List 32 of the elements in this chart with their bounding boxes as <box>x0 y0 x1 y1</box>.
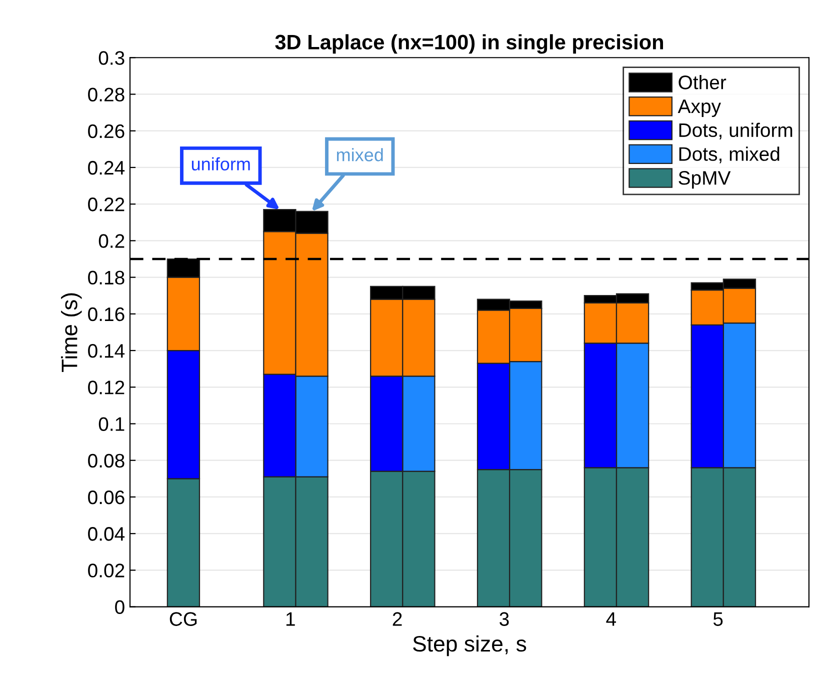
y-tick-label: 0.28 <box>88 88 124 102</box>
legend-label: Dots, mixed <box>679 146 780 164</box>
x-tick-label: 2 <box>392 612 402 626</box>
annotation: mixed <box>337 148 383 162</box>
y-tick-label: 0.12 <box>88 380 124 394</box>
y-tick-label: 0.1 <box>98 417 124 431</box>
y-tick-label: 0.18 <box>88 270 124 285</box>
y-axis-title: Time (s) <box>61 293 82 372</box>
x-tick-label: 3 <box>500 612 509 626</box>
y-tick-label: 0.26 <box>88 124 124 138</box>
chart-title: 3D Laplace (nx=100) in single precision <box>275 34 664 54</box>
annotation: uniform <box>192 157 250 170</box>
y-tick-label: 0.22 <box>88 198 124 212</box>
y-tick-label: 0 <box>115 600 124 614</box>
y-tick-label: 0.06 <box>88 490 124 504</box>
legend-label: SpMV <box>678 171 731 189</box>
x-tick-label: CG <box>170 612 197 626</box>
y-tick-label: 0.24 <box>88 160 125 175</box>
y-tick-label: 0.08 <box>88 454 124 468</box>
x-axis-title: Step size, s <box>413 635 526 656</box>
legend-label: Dots, uniform <box>679 122 792 140</box>
y-tick-label: 0.3 <box>98 51 124 65</box>
x-tick-label: 5 <box>713 612 723 626</box>
x-tick-label: 1 <box>286 612 295 626</box>
x-tick-label: 4 <box>606 612 616 626</box>
y-tick-label: 0.02 <box>88 564 124 578</box>
y-tick-label: 0.14 <box>88 344 125 358</box>
y-tick-label: 0.16 <box>88 307 124 322</box>
y-tick-label: 0.2 <box>98 234 124 248</box>
y-tick-label: 0.04 <box>88 527 125 541</box>
legend-label: Other <box>678 75 726 90</box>
legend-label: Axpy <box>678 100 721 118</box>
